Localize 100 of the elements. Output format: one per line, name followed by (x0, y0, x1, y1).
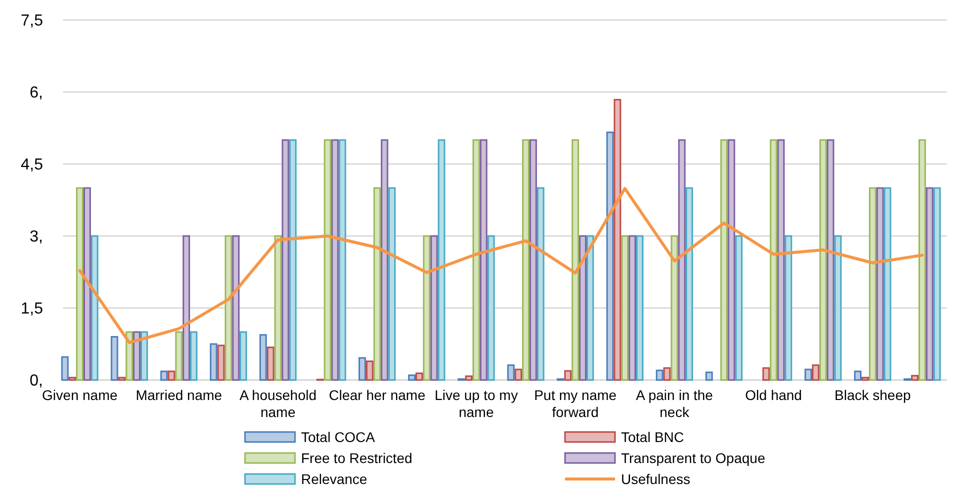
bar (777, 139, 785, 381)
bar (735, 235, 743, 381)
bar (133, 331, 140, 381)
legend-label: Transparent to Opaque (621, 450, 766, 466)
bar (884, 187, 892, 381)
bar (83, 187, 91, 381)
bar (140, 331, 148, 381)
x-tick-label: A household name (239, 387, 317, 420)
bar (465, 375, 473, 381)
bar (160, 370, 168, 381)
bar (606, 132, 614, 381)
bar (331, 139, 339, 381)
bar (678, 139, 686, 381)
bar (862, 376, 869, 381)
bar (338, 139, 346, 381)
bar (720, 139, 728, 381)
bar (812, 364, 820, 381)
bar (663, 367, 671, 381)
bar (636, 235, 644, 381)
bar (422, 235, 430, 381)
bar (529, 139, 537, 381)
bar (358, 357, 366, 381)
bar (430, 235, 438, 381)
bar (182, 235, 190, 381)
bar (918, 139, 926, 381)
legend-label: Relevance (301, 470, 368, 487)
y-tick-label: 0, (30, 372, 43, 390)
bar (564, 370, 572, 381)
bar (656, 370, 664, 381)
bar (408, 374, 416, 381)
x-tick-label: Old hand (745, 387, 802, 403)
bar (240, 331, 248, 381)
bar (784, 235, 792, 381)
bar (266, 346, 274, 381)
bar (826, 139, 834, 381)
bar (522, 139, 530, 381)
bar (366, 360, 374, 381)
bar (472, 139, 480, 381)
bar (834, 235, 842, 381)
bar (282, 139, 290, 381)
bar (686, 187, 694, 381)
y-tick-label: 4,5 (20, 156, 44, 174)
legend-label: Usefulness (621, 470, 690, 487)
bar (118, 376, 126, 381)
bar (572, 139, 580, 381)
bar (324, 139, 332, 381)
bar (76, 187, 84, 381)
y-tick-label: 7,5 (20, 12, 44, 30)
y-tick-label: 3, (30, 228, 43, 246)
bar (110, 336, 118, 381)
line-series (78, 186, 924, 344)
x-tick-label: Married name (136, 387, 222, 403)
bar (380, 139, 388, 381)
legend-label: Total COCA (301, 428, 376, 445)
bar (876, 187, 884, 381)
bar (126, 331, 134, 381)
bar (507, 364, 515, 381)
bar (61, 356, 69, 381)
bar (705, 372, 713, 381)
bar (819, 139, 827, 381)
x-tick-label: Live up to my name (434, 387, 518, 420)
legend-label: Total BNC (621, 428, 684, 445)
bar (416, 372, 423, 381)
bar (168, 370, 176, 381)
bar (770, 139, 778, 381)
bar (373, 187, 381, 381)
bar (933, 187, 941, 381)
bar (804, 368, 812, 381)
legend-label: Free to Restricted (301, 450, 412, 466)
y-tick-label: 1,5 (20, 300, 44, 318)
bar (762, 367, 770, 381)
bar (480, 139, 488, 381)
x-tick-label: Put my name forward (534, 387, 617, 420)
y-tick-label: 6, (30, 84, 43, 102)
bar (621, 235, 629, 381)
bar (175, 331, 183, 381)
bar (217, 344, 225, 381)
bar (514, 368, 522, 381)
bar (274, 235, 282, 381)
x-tick-label: Given name (42, 387, 118, 403)
x-tick-label: A pain in the neck (636, 387, 714, 420)
bar (438, 139, 446, 381)
bar (190, 331, 198, 381)
bar (388, 187, 396, 381)
bar (728, 139, 736, 381)
bar (868, 187, 876, 381)
bar (926, 187, 934, 381)
bar (586, 235, 594, 381)
bar (670, 235, 678, 381)
bar (614, 98, 622, 381)
x-tick-label: Clear her name (328, 387, 426, 403)
bar (90, 235, 98, 381)
bar (911, 374, 919, 381)
bar (289, 139, 297, 381)
bar (487, 235, 495, 381)
bar (210, 343, 218, 381)
bar (259, 334, 267, 381)
bar (68, 376, 76, 381)
x-tick-label: Black sheep (834, 387, 912, 403)
bar (628, 235, 636, 381)
